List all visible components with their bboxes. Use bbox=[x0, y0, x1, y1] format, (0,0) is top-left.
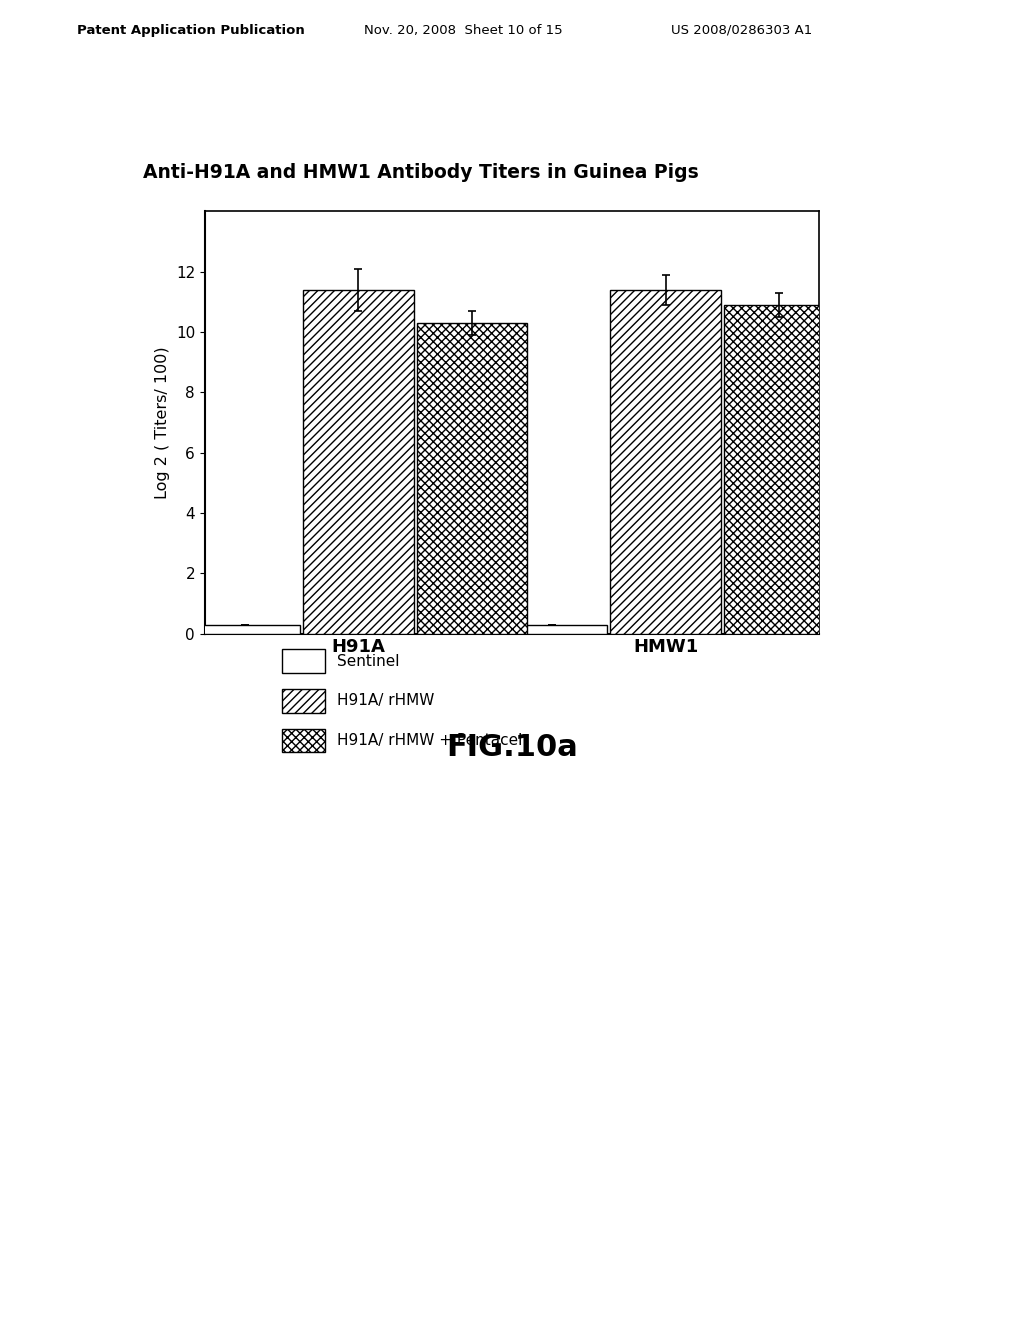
Text: H91A/ rHMW + Pentacel: H91A/ rHMW + Pentacel bbox=[337, 733, 522, 748]
Bar bbox=[189, 624, 300, 634]
Text: Nov. 20, 2008  Sheet 10 of 15: Nov. 20, 2008 Sheet 10 of 15 bbox=[364, 24, 562, 37]
Text: Sentinel: Sentinel bbox=[337, 653, 399, 669]
Bar bbox=[303, 289, 414, 634]
Bar bbox=[497, 624, 607, 634]
Y-axis label: Log 2 ( Titers/ 100): Log 2 ( Titers/ 100) bbox=[156, 346, 170, 499]
Bar bbox=[724, 305, 835, 634]
Bar bbox=[610, 289, 721, 634]
Text: US 2008/0286303 A1: US 2008/0286303 A1 bbox=[671, 24, 812, 37]
Text: FIG.10a: FIG.10a bbox=[446, 733, 578, 762]
Text: Patent Application Publication: Patent Application Publication bbox=[77, 24, 304, 37]
Text: Anti-H91A and HMW1 Antibody Titers in Guinea Pigs: Anti-H91A and HMW1 Antibody Titers in Gu… bbox=[143, 164, 699, 182]
Bar bbox=[417, 323, 527, 634]
Text: H91A/ rHMW: H91A/ rHMW bbox=[337, 693, 434, 709]
